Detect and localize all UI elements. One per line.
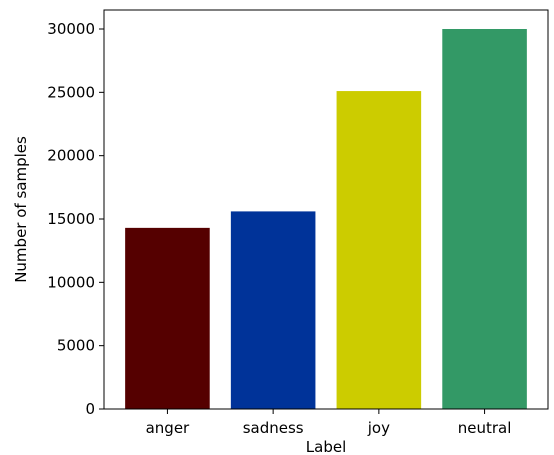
plot-frame — [103, 9, 549, 410]
y-tick-label: 25000 — [47, 83, 95, 101]
y-tick-label: 20000 — [47, 147, 95, 165]
y-tick-label: 10000 — [47, 273, 95, 291]
x-axis-ticks: anger sadness joy neutral — [146, 409, 512, 437]
bars-group — [125, 29, 527, 410]
y-axis-label: Number of samples — [12, 136, 30, 283]
bar-anger — [125, 227, 210, 409]
y-tick-label: 5000 — [57, 337, 95, 355]
bar-joy — [336, 91, 422, 410]
x-tick-label: neutral — [458, 419, 512, 437]
x-axis-label: Label — [306, 438, 346, 455]
bar-sadness — [230, 211, 316, 409]
x-tick-label: anger — [146, 419, 190, 437]
y-axis-ticks: 0 5000 10000 15000 20000 25000 30000 — [47, 20, 104, 418]
y-tick-label: 30000 — [47, 20, 95, 38]
y-tick-label: 0 — [85, 400, 95, 418]
y-tick-label: 15000 — [47, 210, 95, 228]
x-tick-label: sadness — [243, 419, 304, 437]
bar-neutral — [442, 29, 527, 409]
x-tick-label: joy — [367, 419, 390, 437]
